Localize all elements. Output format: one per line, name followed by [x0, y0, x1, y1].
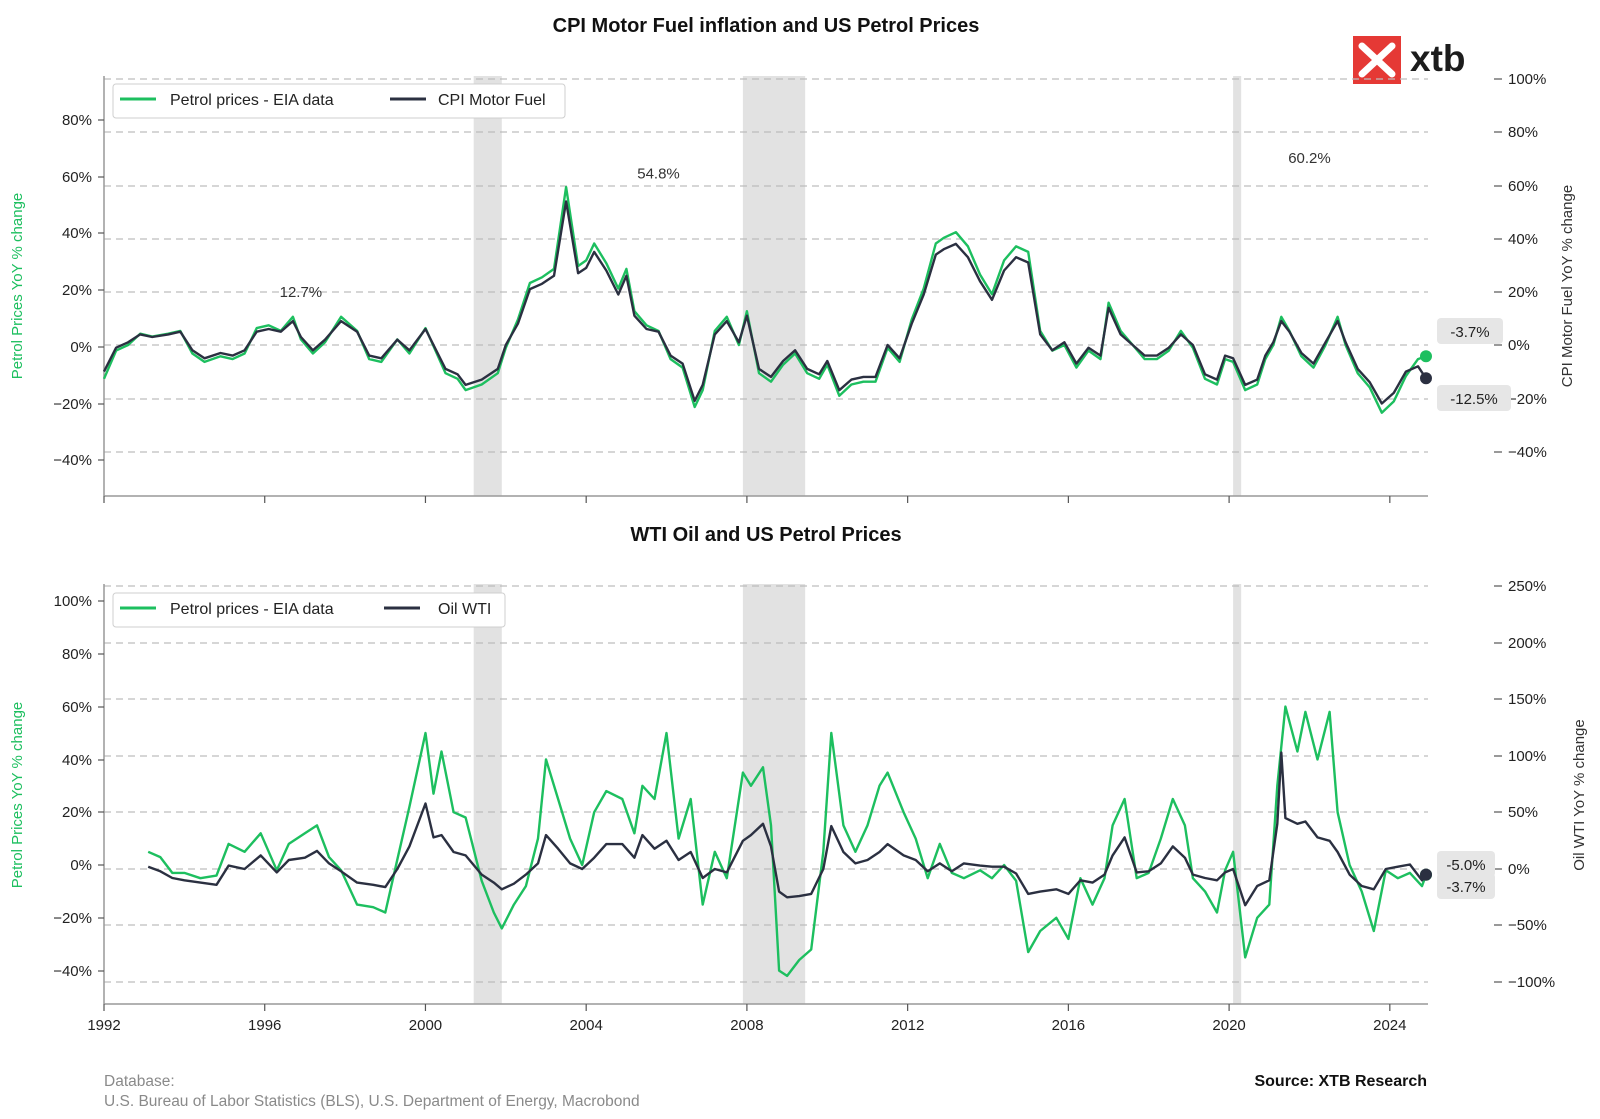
right-axis-label: CPI Motor Fuel YoY % change [1559, 185, 1576, 387]
left-tick-label: 60% [62, 699, 92, 716]
left-tick-label: 80% [62, 112, 92, 129]
series-end-point [1419, 868, 1432, 881]
right-tick-label: −40% [1508, 444, 1547, 461]
right-tick-label: 20% [1508, 284, 1538, 301]
right-tick-label: 100% [1508, 748, 1546, 765]
chart-title: CPI Motor Fuel inflation and US Petrol P… [553, 15, 980, 37]
right-tick-label: 50% [1508, 804, 1538, 821]
x-tick-label: 2004 [569, 1017, 602, 1034]
value-callout-label: -12.5% [1450, 391, 1498, 408]
legend-label: Petrol prices - EIA data [170, 601, 334, 618]
recession-band [473, 584, 502, 1004]
x-tick-label: 2016 [1052, 1017, 1085, 1034]
right-tick-label: 200% [1508, 635, 1546, 652]
legend-label: Oil WTI [438, 601, 491, 618]
value-callout-box [1437, 385, 1511, 411]
x-tick-label: 2024 [1373, 1017, 1406, 1034]
value-callout-label: -3.7% [1446, 879, 1485, 896]
left-axis-label: Petrol Prices YoY % change [9, 702, 26, 889]
database-sources: U.S. Bureau of Labor Statistics (BLS), U… [104, 1093, 640, 1110]
peak-annotation: 12.7% [280, 284, 323, 301]
right-tick-label: −50% [1508, 917, 1547, 934]
right-tick-label: −20% [1508, 391, 1547, 408]
x-tick-label: 2008 [730, 1017, 763, 1034]
left-tick-label: −40% [53, 452, 92, 469]
value-callout-label: -5.0% [1446, 857, 1485, 874]
left-tick-label: 0% [70, 857, 92, 874]
cpi-motor-fuel-chart: CPI Motor Fuel inflation and US Petrol P… [9, 15, 1576, 503]
recession-band [1233, 76, 1242, 496]
right-tick-label: 0% [1508, 337, 1530, 354]
series-line-petrol [147, 705, 1428, 978]
recession-band [1233, 584, 1242, 1004]
wti-oil-chart: WTI Oil and US Petrol Prices 100% 80% 60% 4… [9, 524, 1588, 1034]
series-end-point [1419, 372, 1432, 385]
left-tick-label: −40% [53, 963, 92, 980]
right-axis-label: Oil WTI YoY % change [1571, 719, 1588, 870]
chart-title: WTI Oil and US Petrol Prices [630, 524, 901, 546]
peak-annotation: 54.8% [637, 165, 680, 182]
right-tick-label: 0% [1508, 861, 1530, 878]
legend-label: Petrol prices - EIA data [170, 92, 334, 109]
legend-box [112, 592, 506, 628]
value-callout-box [1437, 873, 1495, 899]
value-callout-label: -3.7% [1450, 324, 1489, 341]
x-tick-label: 2012 [891, 1017, 924, 1034]
series-line-dark [102, 200, 1427, 405]
source-label: Source: XTB Research [1254, 1073, 1427, 1090]
series-end-point [1419, 350, 1432, 363]
xtb-logo-x-icon [1358, 42, 1396, 78]
recession-band [742, 584, 806, 1004]
series-line-dark [147, 751, 1427, 907]
left-tick-label: −20% [53, 910, 92, 927]
left-tick-label: 40% [62, 225, 92, 242]
x-tick-label: 1992 [87, 1017, 120, 1034]
value-callout-box [1437, 851, 1495, 877]
xtb-logo: xtb [1353, 36, 1466, 84]
xtb-logo-text: xtb [1410, 38, 1466, 79]
x-tick-label: 2020 [1212, 1017, 1245, 1034]
left-tick-label: 80% [62, 646, 92, 663]
left-tick-label: −20% [53, 396, 92, 413]
right-tick-label: 100% [1508, 71, 1546, 88]
legend-box [112, 83, 566, 119]
recession-band [742, 76, 806, 496]
peak-annotation: 60.2% [1288, 150, 1331, 167]
x-tick-label: 1996 [248, 1017, 281, 1034]
database-label: Database: [104, 1073, 175, 1090]
left-tick-label: 20% [62, 804, 92, 821]
left-tick-label: 60% [62, 169, 92, 186]
value-callout-box [1437, 318, 1503, 344]
recession-band [473, 76, 502, 496]
x-tick-label: 2000 [409, 1017, 442, 1034]
series-line-petrol [102, 185, 1427, 414]
right-tick-label: 150% [1508, 691, 1546, 708]
left-axis-label: Petrol Prices YoY % change [9, 193, 26, 380]
right-tick-label: 250% [1508, 578, 1546, 595]
left-tick-label: 0% [70, 339, 92, 356]
right-tick-label: 80% [1508, 124, 1538, 141]
right-tick-label: 40% [1508, 231, 1538, 248]
left-tick-label: 20% [62, 282, 92, 299]
left-tick-label: 100% [54, 593, 92, 610]
right-tick-label: −100% [1508, 974, 1555, 991]
legend-label: CPI Motor Fuel [438, 92, 546, 109]
left-tick-label: 40% [62, 752, 92, 769]
right-tick-label: 60% [1508, 178, 1538, 195]
